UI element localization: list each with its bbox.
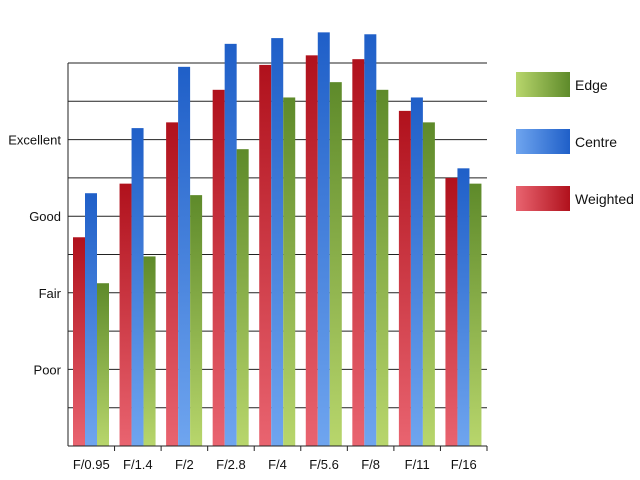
bar-edge-f-2: [190, 195, 203, 446]
y-tick-label: Good: [29, 209, 61, 224]
legend-swatch-centre: [516, 129, 570, 154]
x-tick-label: F/11: [405, 457, 430, 472]
y-tick-label: Fair: [39, 286, 62, 301]
y-tick-labels: Poor Fair Good Excellent: [8, 133, 61, 378]
bar-edge-f-1-4: [143, 256, 156, 446]
bar-centre-f-8: [364, 34, 377, 447]
bar-centre-f-11: [410, 97, 423, 446]
bar-weighted-f-16: [445, 177, 458, 446]
y-tick-label: Poor: [34, 362, 62, 377]
y-tick-label: Excellent: [8, 133, 61, 148]
legend-swatch-weighted: [516, 186, 570, 211]
bar-weighted-f-4: [259, 64, 272, 446]
bar-centre-f-1-4: [131, 128, 144, 447]
x-tick-label: F/0.95: [73, 457, 110, 472]
bar-centre-f-2: [178, 66, 191, 446]
bar-edge-f-5-6: [329, 82, 342, 447]
legend: Edge Centre Weighted: [516, 72, 634, 211]
bar-centre-f-5-6: [317, 32, 330, 447]
x-tick-labels: F/0.95 F/1.4 F/2 F/2.8 F/4 F/5.6 F/8 F/11 F/16: [73, 457, 477, 472]
legend-swatch-edge: [516, 72, 570, 97]
bar-edge-f-0-95: [97, 283, 109, 446]
x-tick-label: F/5.6: [309, 457, 339, 472]
bar-weighted-f-2-8: [212, 89, 225, 446]
bar-centre-f-16: [457, 168, 470, 446]
bar-centre-f-4: [271, 38, 284, 446]
bar-weighted-f-8: [352, 59, 365, 447]
bars: [73, 32, 482, 447]
bar-centre-f-2-8: [224, 43, 237, 446]
x-tick-label: F/4: [268, 457, 287, 472]
x-tick-label: F/16: [451, 457, 477, 472]
legend-label-weighted: Weighted: [575, 191, 634, 207]
bar-weighted-f-5-6: [305, 55, 318, 447]
bar-weighted-f-2: [166, 122, 179, 447]
x-tick-label: F/2.8: [216, 457, 246, 472]
x-tick-label: F/8: [361, 457, 380, 472]
legend-label-edge: Edge: [575, 77, 608, 93]
bar-centre-f-0-95: [85, 193, 97, 446]
axes: [67, 63, 488, 451]
bar-weighted-f-11: [398, 110, 411, 446]
bar-weighted-f-1-4: [119, 183, 132, 446]
x-tick-label: F/2: [175, 457, 194, 472]
bar-edge-f-4: [283, 97, 296, 446]
bar-edge-f-16: [469, 183, 482, 446]
bar-edge-f-2-8: [236, 149, 249, 447]
legend-label-centre: Centre: [575, 134, 617, 150]
bar-edge-f-8: [376, 89, 389, 446]
bar-weighted-f-0-95: [73, 237, 85, 446]
x-tick-label: F/1.4: [123, 457, 153, 472]
bar-edge-f-11: [422, 122, 435, 447]
